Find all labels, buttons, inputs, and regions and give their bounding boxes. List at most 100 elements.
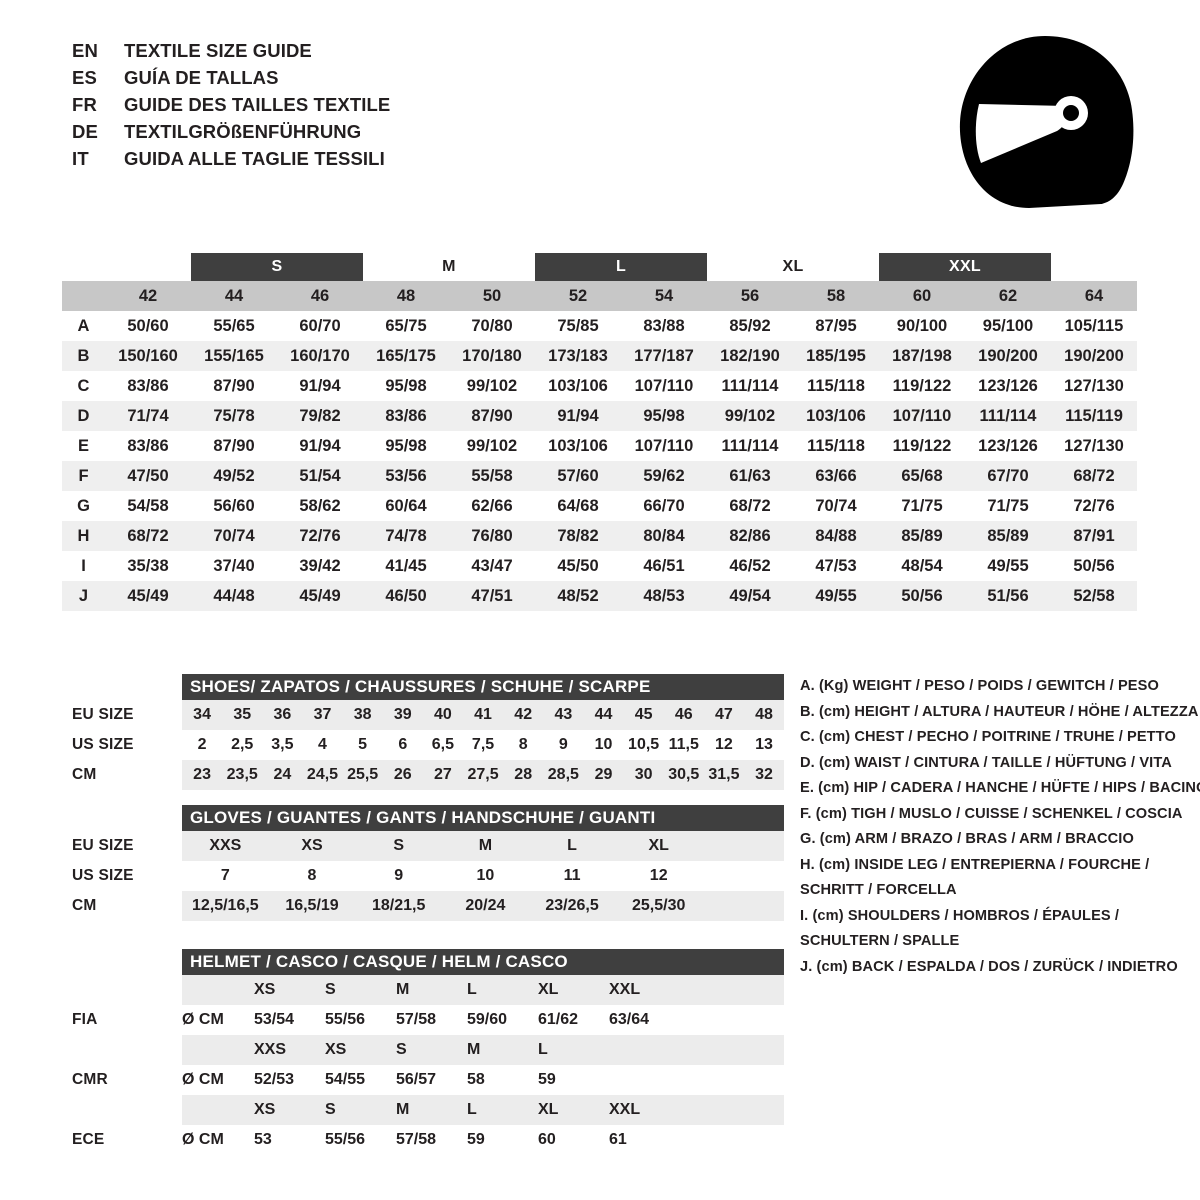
title-language-code: ES (72, 67, 98, 88)
table-cell: XL (648, 837, 669, 854)
legend-item: C. (cm) CHEST / PECHO / POITRINE / TRUHE… (800, 729, 1176, 745)
table-cell: 71/74 (127, 406, 169, 425)
legend-item: J. (cm) BACK / ESPALDA / DOS / ZURÜCK / … (800, 958, 1178, 975)
helmet-size-s: S (396, 1041, 407, 1058)
helmet-size-s: S (325, 1101, 336, 1118)
table-cell: 82/86 (729, 526, 771, 545)
table-cell: 127/130 (1064, 436, 1124, 455)
row-label-eu-size: EU SIZE (72, 706, 134, 723)
table-cell: 68/72 (127, 526, 169, 545)
table-cell: 11 (563, 867, 581, 884)
table-cell: 187/198 (892, 346, 952, 365)
row-cells: 7 8 9 10 11 12 (182, 861, 702, 891)
helmet-size-xl: XL (538, 1101, 559, 1118)
table-cell: 83/86 (127, 436, 169, 455)
table-row: A 50/60 55/65 60/70 65/75 70/80 75/85 83/88 85/9… (62, 311, 1137, 341)
table-cell: 47/50 (127, 466, 169, 485)
size-header-50: 50 (482, 286, 502, 305)
table-cell: 47/53 (815, 556, 857, 575)
table-cell: 74/78 (385, 526, 427, 545)
helmet-size-s: S (325, 981, 336, 998)
shoes-rows: EU SIZE 34 35 36 37 38 39 40 41 42 43 44 45 46 47 48 US … (72, 700, 784, 790)
size-band-xl: XL (782, 258, 804, 275)
table-cell: 75/85 (557, 316, 599, 335)
table-cell: 36 (273, 706, 292, 723)
table-cell: 46 (674, 706, 693, 723)
table-cell: 45/50 (557, 556, 599, 575)
row-cells: 23 23,5 24 24,5 25,5 26 27 27,5 28 28,5 29 30 30,5 31… (182, 760, 784, 790)
table-cell: 87/90 (471, 406, 513, 425)
table-cell: 61/62 (538, 1011, 579, 1028)
table-cell: 63/64 (609, 1011, 650, 1028)
helmet-size-xs: XS (254, 981, 276, 998)
table-cell: 52/58 (1073, 586, 1115, 605)
table-cell: 55/56 (325, 1011, 366, 1028)
legend-item: G. (cm) ARM / BRAZO / BRAS / ARM / BRACC… (800, 831, 1134, 847)
size-header-60: 60 (912, 286, 932, 305)
table-cell: 31,5 (708, 766, 740, 783)
table-cell: 95/100 (982, 316, 1034, 335)
table-cell: 75/78 (213, 406, 255, 425)
table-cell: 55/58 (471, 466, 513, 485)
shoes-size-table: SHOES/ ZAPATOS / CHAUSSURES / SCHUHE / S… (72, 674, 784, 790)
table-cell: 20/24 (465, 897, 506, 914)
table-cell: 48/53 (643, 586, 685, 605)
table-cell: 91/94 (557, 406, 599, 425)
table-cell: 39/42 (299, 556, 341, 575)
row-cells: Ø CM 53/54 55/56 57/58 59/60 61/62 63/64 (182, 1005, 784, 1035)
table-cell: 46/50 (385, 586, 427, 605)
table-row: CM 12,5/16,5 16,5/19 18/21,5 20/24 23/26,5 25,… (72, 891, 784, 921)
row-label-ece: ECE (72, 1131, 105, 1148)
table-cell: 28 (514, 766, 533, 783)
title-row: DE TEXTILGRÖßENFÜHRUNG (72, 121, 692, 148)
table-row: D 71/74 75/78 79/82 83/86 87/90 91/94 95/98 99/1… (62, 401, 1137, 431)
table-row: FIA Ø CM 53/54 55/56 57/58 59/60 61/62 63/64 (72, 1005, 784, 1035)
gloves-banner: GLOVES / GUANTES / GANTS / HANDSCHUHE / … (182, 805, 784, 831)
table-cell: 25,5 (347, 766, 379, 783)
table-cell: 9 (558, 736, 568, 753)
table-cell: XXS (209, 837, 242, 854)
table-cell: 68/72 (729, 496, 771, 515)
table-cell: 51/56 (987, 586, 1029, 605)
table-cell: 45/49 (127, 586, 169, 605)
helmet-size-m: M (396, 981, 410, 998)
row-label-cmr: CMR (72, 1071, 108, 1088)
helmet-size-row-label (72, 1035, 182, 1065)
row-label-H: H (77, 526, 90, 545)
table-cell: 5 (358, 736, 368, 753)
table-cell: 24,5 (306, 766, 339, 783)
size-row-spacer (62, 281, 105, 311)
table-cell: 57/60 (557, 466, 599, 485)
size-header-48: 48 (396, 286, 416, 305)
table-cell: 115/119 (1065, 406, 1123, 425)
table-cell: 60 (538, 1131, 556, 1148)
table-cell: 52/53 (254, 1071, 295, 1088)
table-cell: 16,5/19 (285, 897, 339, 914)
textile-size-table: S M L XL XXL 42 44 46 48 50 52 54 56 58 60 62 64 A 50/60… (62, 253, 1137, 611)
row-cells: Ø CM 52/53 54/55 56/57 58 59 (182, 1065, 784, 1095)
table-cell: 59/62 (643, 466, 685, 485)
row-label-D: D (77, 406, 90, 425)
table-row: XXS XS S M L (72, 1035, 784, 1065)
size-header-42: 42 (138, 286, 158, 305)
table-cell: 41 (474, 706, 492, 723)
legend-item: SCHULTERN / SPALLE (800, 933, 960, 949)
table-cell: 9 (394, 867, 404, 884)
table-cell: 160/170 (290, 346, 350, 365)
table-cell: 76/80 (471, 526, 513, 545)
table-cell: 49/52 (213, 466, 255, 485)
table-cell: 48/54 (901, 556, 943, 575)
gloves-rows: EU SIZE XXS XS S M L XL US SIZE 7 8 9 10 11 12 CM 12,5/… (72, 831, 784, 921)
table-cell: 57/58 (396, 1011, 437, 1028)
table-cell: 29 (594, 766, 613, 783)
row-label-us-size: US SIZE (72, 736, 134, 753)
table-cell: 87/95 (815, 316, 857, 335)
size-band-empty (105, 253, 191, 281)
band-row-spacer (62, 253, 105, 281)
table-cell: 78/82 (557, 526, 599, 545)
table-cell: 103/106 (806, 406, 866, 425)
table-cell: 58 (467, 1071, 485, 1088)
unit-spacer (182, 975, 254, 1005)
table-cell: 190/200 (1064, 346, 1124, 365)
table-cell: 45 (634, 706, 653, 723)
